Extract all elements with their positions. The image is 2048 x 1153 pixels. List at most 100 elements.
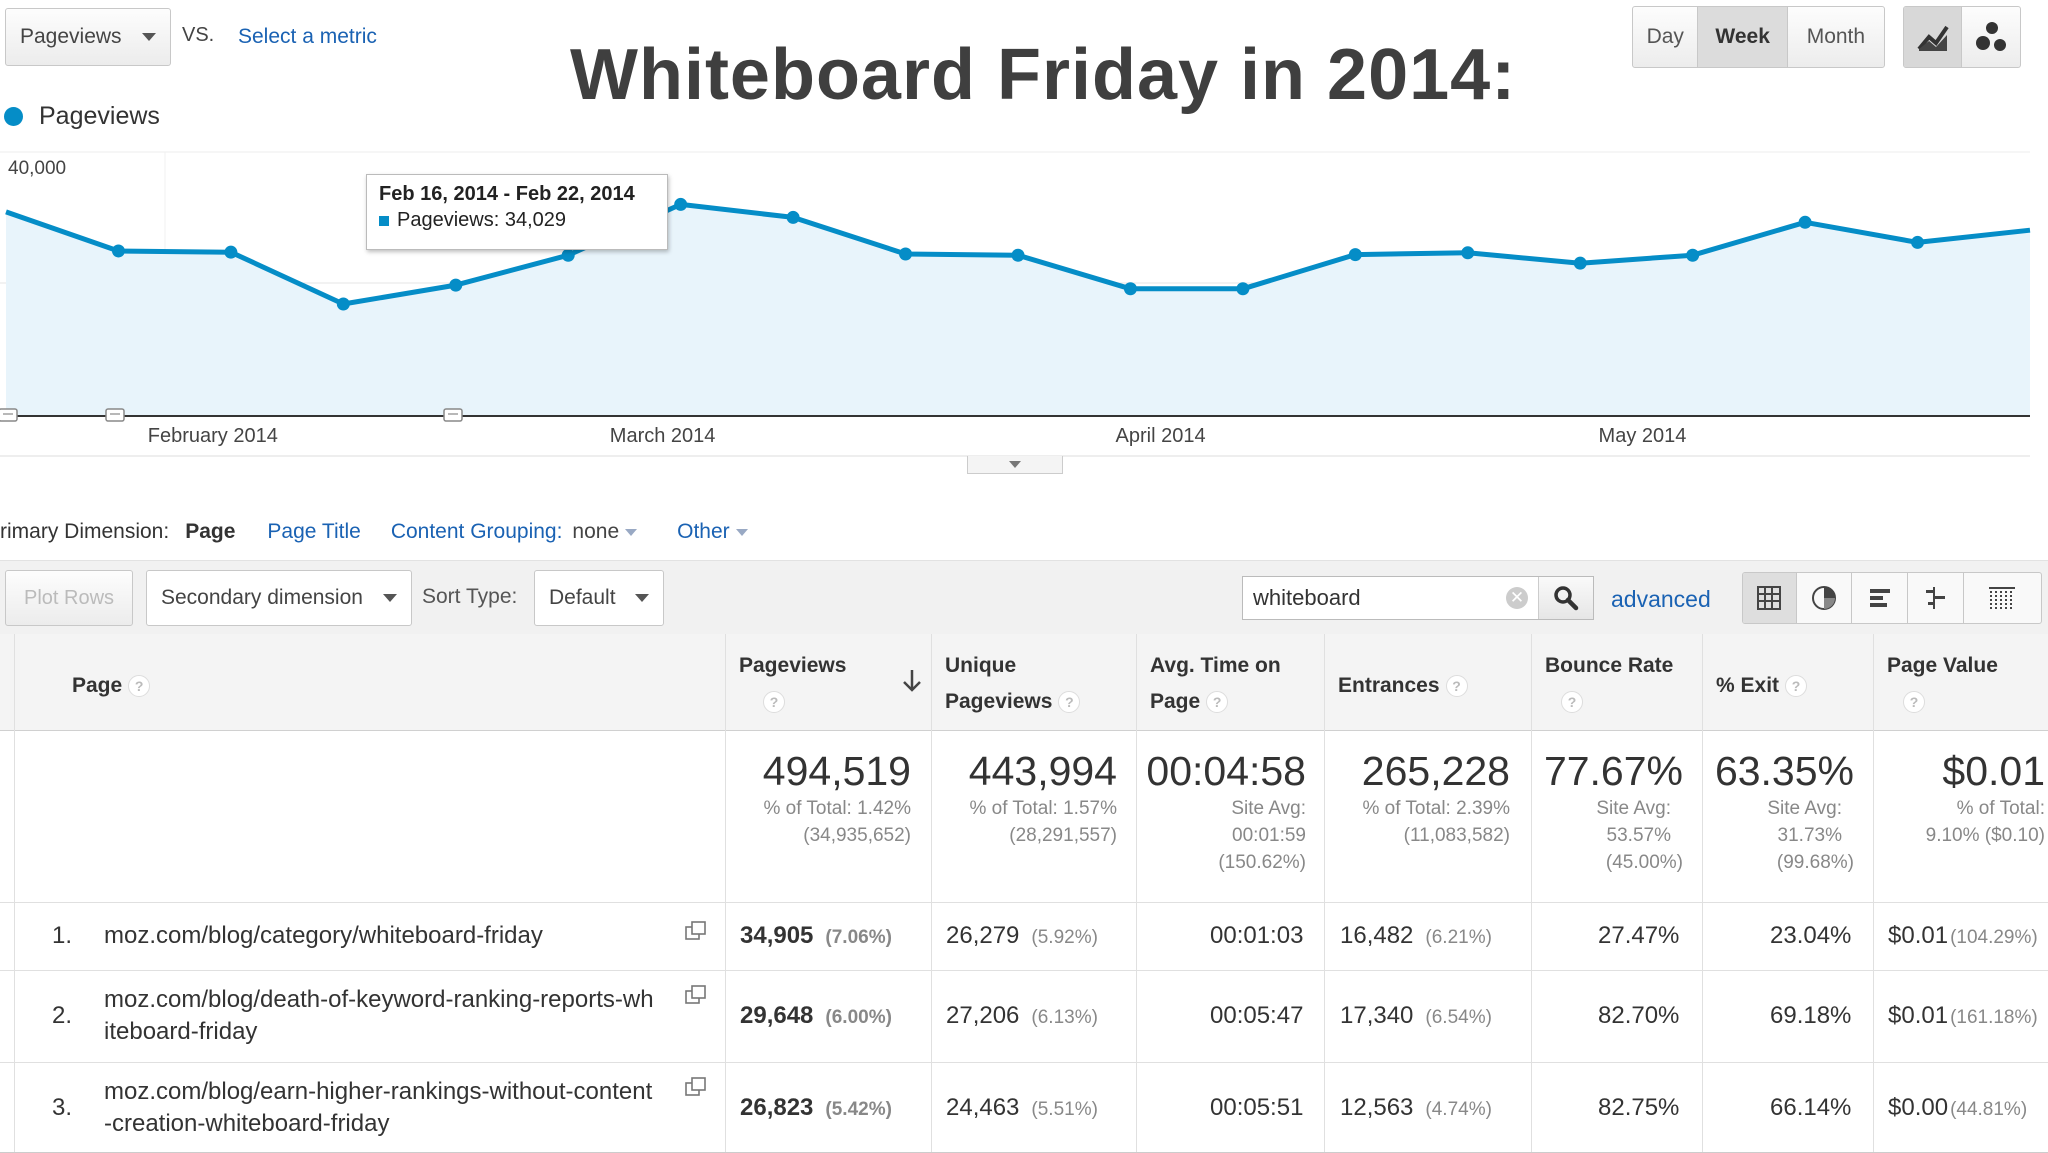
data-point <box>224 245 238 259</box>
row-page-link-cont[interactable]: iteboard-friday <box>104 1018 258 1045</box>
row-exit: 69.18% <box>1770 1002 1852 1029</box>
advanced-link[interactable]: advanced <box>1611 586 1711 612</box>
grid-icon <box>1757 586 1782 610</box>
annotation-icon <box>443 408 463 422</box>
chevron-down-icon <box>625 528 638 536</box>
search-box: whiteboard ✕ <box>1242 576 1594 620</box>
row-page-value: $0.01 (104.29%) <box>1888 922 2038 949</box>
data-point <box>786 210 800 224</box>
search-button[interactable] <box>1538 577 1593 619</box>
chart-resize-handle[interactable] <box>967 456 1063 474</box>
tooltip: Feb 16, 2014 - Feb 22, 2014 Pageviews: 3… <box>366 174 668 250</box>
sort-descending-icon <box>903 670 921 692</box>
period-week-button[interactable]: Week <box>1698 7 1788 67</box>
data-point <box>1798 215 1812 229</box>
search-input[interactable]: whiteboard <box>1253 585 1361 610</box>
help-icon[interactable]: ? <box>1903 691 1925 714</box>
row-page-link-cont[interactable]: -creation-whiteboard-friday <box>104 1110 390 1137</box>
header-pageviews[interactable]: Pageviews ? <box>727 634 931 730</box>
row-exit: 66.14% <box>1770 1094 1852 1121</box>
series-area <box>6 204 2030 416</box>
pivot-view-button[interactable] <box>1964 573 2041 623</box>
row-pageviews: 26,823 (5.42%) <box>740 1094 892 1121</box>
dimension-page-title[interactable]: Page Title <box>267 520 361 543</box>
row-entrances: 12,563 (4.74%) <box>1340 1094 1492 1121</box>
tooltip-swatch <box>379 215 389 226</box>
select-metric-link[interactable]: Select a metric <box>238 25 377 48</box>
table-view-button[interactable] <box>1743 573 1797 623</box>
help-icon[interactable]: ? <box>1058 691 1081 714</box>
header-unique-pageviews[interactable]: Unique Pageviews? <box>933 634 1136 730</box>
clear-search-icon[interactable]: ✕ <box>1506 587 1528 609</box>
pie-view-button[interactable] <box>1797 573 1853 623</box>
row-unique: 27,206 (6.13%) <box>946 1002 1098 1029</box>
annotation-icon <box>105 408 125 422</box>
row-page-value: $0.01 (161.18%) <box>1888 1002 2038 1029</box>
row-bounce-rate: 82.70% <box>1598 1002 1680 1029</box>
header-bounce-rate[interactable]: Bounce Rate ? <box>1533 634 1702 730</box>
period-day-button[interactable]: Day <box>1633 7 1699 67</box>
data-point <box>111 244 125 258</box>
chevron-down-icon <box>735 528 748 536</box>
total-bounce-rate: 77.67% Site Avg: 53.57% (45.00%) <box>1543 748 1683 873</box>
plot-rows-button[interactable]: Plot Rows <box>5 570 133 626</box>
primary-dimension-label: rimary Dimension: <box>0 520 170 543</box>
help-icon[interactable]: ? <box>1445 675 1468 698</box>
data-point <box>1011 248 1025 262</box>
total-page-value: $0.01 % of Total: 9.10% ($0.10) <box>1925 748 2045 846</box>
header-page-value[interactable]: Page Value ? <box>1875 634 2048 730</box>
dimension-other[interactable]: Other <box>677 520 730 543</box>
period-month-button[interactable]: Month <box>1806 25 1866 48</box>
bar-list-icon <box>1869 589 1890 607</box>
row-avg-time: 00:05:47 <box>1210 1002 1304 1029</box>
external-link-icon[interactable] <box>684 1076 708 1098</box>
row-pageviews: 29,648 (6.00%) <box>740 1002 892 1029</box>
help-icon[interactable]: ? <box>763 691 785 714</box>
row-entrances: 17,340 (6.54%) <box>1340 1002 1492 1029</box>
row-page-link[interactable]: moz.com/blog/death-of-keyword-ranking-re… <box>104 986 654 1013</box>
data-point <box>1573 256 1587 270</box>
chart-legend: Pageviews <box>4 102 160 131</box>
header-entrances[interactable]: Entrances? <box>1326 654 1480 750</box>
comparison-icon <box>1926 587 1946 609</box>
header-page[interactable]: Page? <box>60 654 162 750</box>
metric-select[interactable]: Pageviews <box>5 8 171 66</box>
data-point <box>336 297 350 311</box>
overlay-title: Whiteboard Friday in 2014: <box>570 35 1517 115</box>
y-tick-label: 40,000 <box>8 158 66 179</box>
help-icon[interactable]: ? <box>1561 691 1583 714</box>
help-icon[interactable]: ? <box>128 675 151 698</box>
row-page-link[interactable]: moz.com/blog/category/whiteboard-friday <box>104 922 543 949</box>
legend-dot-icon <box>4 107 23 126</box>
header-exit[interactable]: % Exit? <box>1704 654 1819 750</box>
sort-type-select[interactable]: Default <box>534 570 664 626</box>
row-page-link[interactable]: moz.com/blog/earn-higher-rankings-withou… <box>104 1078 653 1105</box>
dimension-content-grouping[interactable]: Content Grouping: <box>390 520 563 543</box>
data-point <box>1123 282 1137 296</box>
data-point <box>899 247 913 261</box>
motion-chart-button[interactable] <box>1962 7 2020 67</box>
dimension-page[interactable]: Page <box>185 520 236 543</box>
chevron-down-icon <box>1009 461 1021 468</box>
header-avg-time[interactable]: Avg. Time on Page? <box>1150 654 1281 714</box>
data-point <box>1911 235 1925 249</box>
help-icon[interactable]: ? <box>1785 675 1808 698</box>
row-unique: 24,463 (5.51%) <box>946 1094 1098 1121</box>
row-avg-time: 00:01:03 <box>1210 922 1304 949</box>
pie-chart-icon <box>1811 586 1836 610</box>
x-tick-label: February 2014 <box>148 425 278 447</box>
help-icon[interactable]: ? <box>1206 691 1229 714</box>
secondary-dimension-select[interactable]: Secondary dimension <box>146 570 412 626</box>
performance-view-button[interactable] <box>1852 573 1908 623</box>
table-header-bg <box>0 634 2048 731</box>
line-chart-button[interactable] <box>1904 7 1963 67</box>
metric-select-value: Pageviews <box>20 25 122 48</box>
external-link-icon[interactable] <box>684 920 708 942</box>
data-point <box>1686 248 1700 262</box>
external-link-icon[interactable] <box>684 984 708 1006</box>
content-grouping-value[interactable]: none <box>572 520 620 543</box>
primary-dimension-bar: rimary Dimension: Page Page Title Conten… <box>0 520 748 544</box>
comparison-view-button[interactable] <box>1908 573 1964 623</box>
total-entrances: 265,228 % of Total: 2.39% (11,083,582) <box>1361 748 1510 846</box>
